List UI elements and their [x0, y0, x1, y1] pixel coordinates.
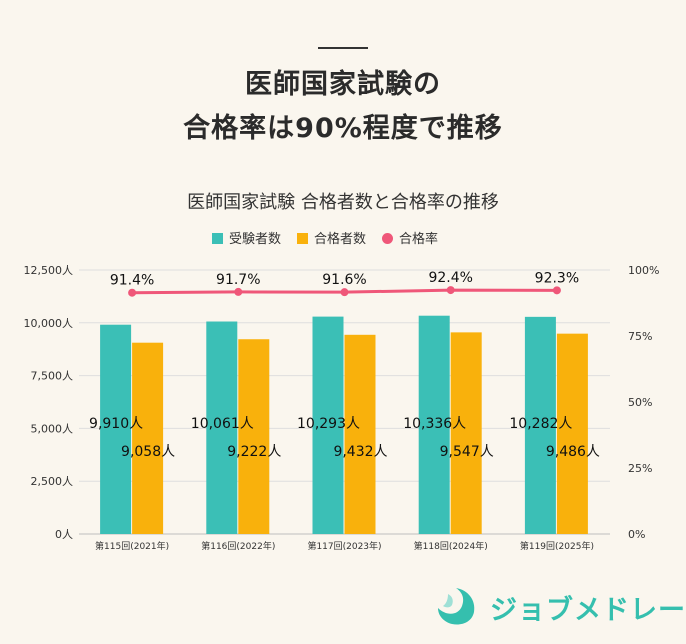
data-label-passers: 9,486人: [546, 444, 600, 460]
headline-line-2: 合格率は90%程度で推移: [183, 113, 503, 144]
legend-label-1: 受験者数: [229, 232, 281, 247]
data-label-examinees: 10,293人: [297, 416, 360, 432]
pass-rate-point: [340, 288, 349, 297]
y-left-tick-label: 7,500人: [31, 370, 74, 383]
y-left-tick-label: 2,500人: [31, 475, 74, 488]
y-right-tick-label: 25%: [628, 462, 652, 475]
legend-swatch-3: [382, 233, 393, 244]
data-label-examinees: 10,336人: [403, 416, 466, 432]
legend-swatch-2: [297, 233, 308, 244]
y-left-tick-label: 0人: [55, 528, 73, 541]
y-right-tick-label: 75%: [628, 330, 652, 343]
logo-mark-icon: [438, 588, 475, 625]
headline-line-1: 医師国家試験の: [245, 69, 441, 100]
legend-label-2: 合格者数: [314, 231, 366, 247]
data-label-examinees: 10,282人: [509, 416, 572, 432]
bar-examinees: [418, 315, 450, 534]
y-right-tick-label: 0%: [628, 528, 645, 541]
data-label-pass-rate: 91.7%: [216, 272, 260, 288]
data-label-examinees: 10,061人: [191, 416, 254, 432]
x-tick-label: 第115回(2021年): [95, 540, 169, 552]
y-left-tick-label: 10,000人: [24, 317, 74, 330]
data-label-pass-rate: 92.4%: [428, 270, 472, 286]
brand-logo[interactable]: ジョブメドレー: [434, 586, 685, 626]
bar-passers: [450, 332, 482, 534]
data-label-passers: 9,222人: [227, 444, 281, 460]
y-left-tick-label: 5,000人: [31, 422, 74, 435]
bar-passers: [238, 339, 270, 534]
brand-name: ジョブメドレー: [490, 595, 686, 626]
data-label-examinees: 9,910人: [89, 416, 143, 432]
data-label-pass-rate: 91.6%: [322, 272, 366, 288]
y-left-tick-label: 12,500人: [24, 264, 74, 277]
legend-swatch-1: [212, 233, 223, 244]
legend-label-3: 合格率: [399, 231, 438, 247]
y-right-tick-label: 100%: [628, 264, 659, 277]
data-label-pass-rate: 92.3%: [535, 270, 579, 286]
pass-rate-point: [552, 286, 561, 295]
x-tick-label: 第117回(2023年): [307, 540, 381, 552]
headline-rule: [318, 47, 368, 49]
x-tick-label: 第118回(2024年): [414, 540, 488, 552]
chart-title: 医師国家試験 合格者数と合格率の推移: [187, 192, 499, 213]
data-label-passers: 9,432人: [333, 444, 387, 460]
pass-rate-point: [234, 287, 243, 296]
x-tick-label: 第116回(2022年): [201, 540, 275, 552]
y-right-tick-label: 50%: [628, 396, 652, 409]
data-label-passers: 9,058人: [121, 444, 175, 460]
data-label-passers: 9,547人: [440, 444, 494, 460]
bar-examinees: [206, 321, 238, 534]
bar-passers: [132, 342, 164, 534]
bar-examinees: [524, 316, 556, 534]
bar-examinees: [312, 316, 344, 534]
data-label-pass-rate: 91.4%: [110, 273, 154, 289]
pass-rate-point: [128, 288, 137, 297]
bar-examinees: [100, 324, 132, 534]
x-tick-label: 第119回(2025年): [520, 540, 594, 552]
bar-passers: [344, 334, 376, 534]
pass-rate-point: [446, 286, 455, 295]
bar-passers: [556, 333, 588, 534]
